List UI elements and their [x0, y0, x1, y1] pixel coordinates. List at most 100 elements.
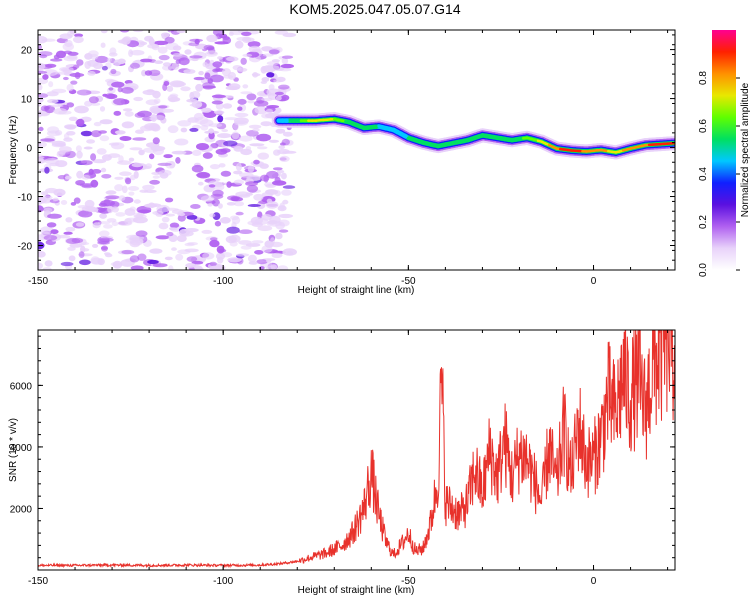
- noise-blob: [90, 130, 102, 138]
- noise-blob: [178, 57, 190, 66]
- noise-blob: [265, 259, 272, 263]
- noise-blob: [258, 200, 270, 205]
- noise-blob: [158, 105, 168, 109]
- noise-blob: [175, 253, 184, 261]
- noise-blob: [209, 74, 224, 83]
- x-tick-label: 0: [591, 276, 597, 287]
- noise-blob: [215, 67, 221, 72]
- y-tick-label: -10: [18, 193, 33, 204]
- noise-blob: [111, 221, 119, 227]
- noise-blob: [219, 217, 231, 224]
- spectrogram-heatmap: [38, 30, 675, 270]
- noise-blob: [234, 40, 244, 49]
- colorbar-tick-label: 0.2: [698, 215, 709, 229]
- noise-blob: [231, 216, 241, 225]
- noise-blob: [140, 58, 153, 63]
- noise-blob: [202, 61, 208, 68]
- noise-blob: [43, 207, 53, 213]
- snr-y-axis-label: SNR (10 * v/v): [8, 418, 19, 482]
- noise-blob: [73, 36, 84, 44]
- noise-blob: [57, 234, 71, 239]
- noise-blob: [79, 259, 91, 266]
- noise-blob: [105, 190, 117, 195]
- noise-blob: [201, 107, 212, 113]
- y-tick-label: 20: [21, 46, 33, 57]
- noise-blob: [130, 174, 136, 181]
- noise-blob: [165, 197, 174, 203]
- noise-blob: [63, 231, 73, 235]
- noise-blob: [190, 91, 201, 99]
- noise-blob: [107, 205, 114, 214]
- noise-blob: [253, 193, 264, 201]
- noise-blob: [261, 77, 270, 82]
- noise-blob: [259, 92, 266, 96]
- noise-blob: [164, 36, 175, 44]
- noise-blob: [273, 79, 282, 83]
- noise-blob: [245, 192, 253, 196]
- noise-blob: [207, 203, 213, 207]
- noise-blob: [177, 120, 192, 127]
- noise-blob: [78, 251, 85, 258]
- noise-blob: [92, 222, 101, 229]
- noise-blob: [208, 123, 223, 128]
- noise-blob: [66, 83, 74, 92]
- noise-blob: [69, 243, 83, 248]
- noise-blob: [119, 30, 130, 33]
- noise-blob: [277, 265, 289, 270]
- noise-blob: [235, 163, 242, 171]
- noise-blob: [198, 70, 204, 76]
- noise-blob: [137, 110, 152, 118]
- noise-blob: [135, 129, 145, 134]
- noise-blob: [133, 199, 141, 204]
- spectrogram-x-axis-label: Height of straight line (km): [298, 285, 415, 296]
- noise-blob: [247, 204, 261, 207]
- colorbar-tick-label: 0.6: [698, 119, 709, 133]
- noise-blob: [211, 94, 226, 99]
- noise-blob: [261, 97, 273, 102]
- noise-blob: [111, 142, 125, 150]
- noise-blob: [99, 119, 113, 125]
- noise-blob: [101, 65, 108, 71]
- noise-blob: [282, 185, 296, 189]
- noise-blob: [180, 86, 191, 92]
- noise-blob: [253, 100, 269, 107]
- noise-blob: [63, 133, 70, 140]
- noise-blob: [122, 108, 133, 112]
- noise-blob: [275, 232, 283, 240]
- noise-blob: [44, 63, 57, 68]
- noise-blob: [128, 191, 135, 196]
- noise-blob: [130, 49, 145, 56]
- noise-blob: [65, 150, 76, 159]
- noise-blob: [114, 176, 124, 180]
- noise-blob: [278, 213, 294, 219]
- noise-blob: [234, 112, 249, 118]
- noise-blob: [130, 265, 144, 270]
- noise-blob: [246, 93, 257, 101]
- colorbar-ticks: 0.0 0.2 0.4 0.6 0.8: [698, 71, 740, 277]
- noise-blob: [100, 30, 108, 34]
- noise-blob: [130, 62, 140, 69]
- noise-blob: [106, 218, 117, 223]
- noise-blob: [105, 253, 113, 258]
- x-tick-label: -50: [401, 276, 416, 287]
- noise-blob: [162, 83, 168, 91]
- noise-blob: [103, 224, 113, 229]
- noise-blob: [193, 112, 204, 121]
- noise-blob: [100, 199, 115, 207]
- noise-blob: [57, 175, 68, 180]
- spectrogram-y-axis-label: Frequency (Hz): [8, 116, 19, 185]
- noise-blob: [212, 61, 223, 68]
- noise-blob: [93, 62, 103, 69]
- noise-blob: [65, 238, 81, 244]
- noise-blob: [233, 146, 244, 152]
- noise-blob: [105, 195, 120, 200]
- noise-blob: [55, 71, 70, 75]
- noise-blob: [246, 130, 259, 137]
- noise-blob: [271, 59, 280, 63]
- noise-blob: [238, 229, 253, 234]
- noise-blob: [226, 202, 236, 206]
- noise-blob: [257, 225, 273, 232]
- noise-blob: [208, 184, 216, 188]
- colorbar-tick-label: 0.0: [698, 263, 709, 277]
- noise-blob: [59, 146, 72, 153]
